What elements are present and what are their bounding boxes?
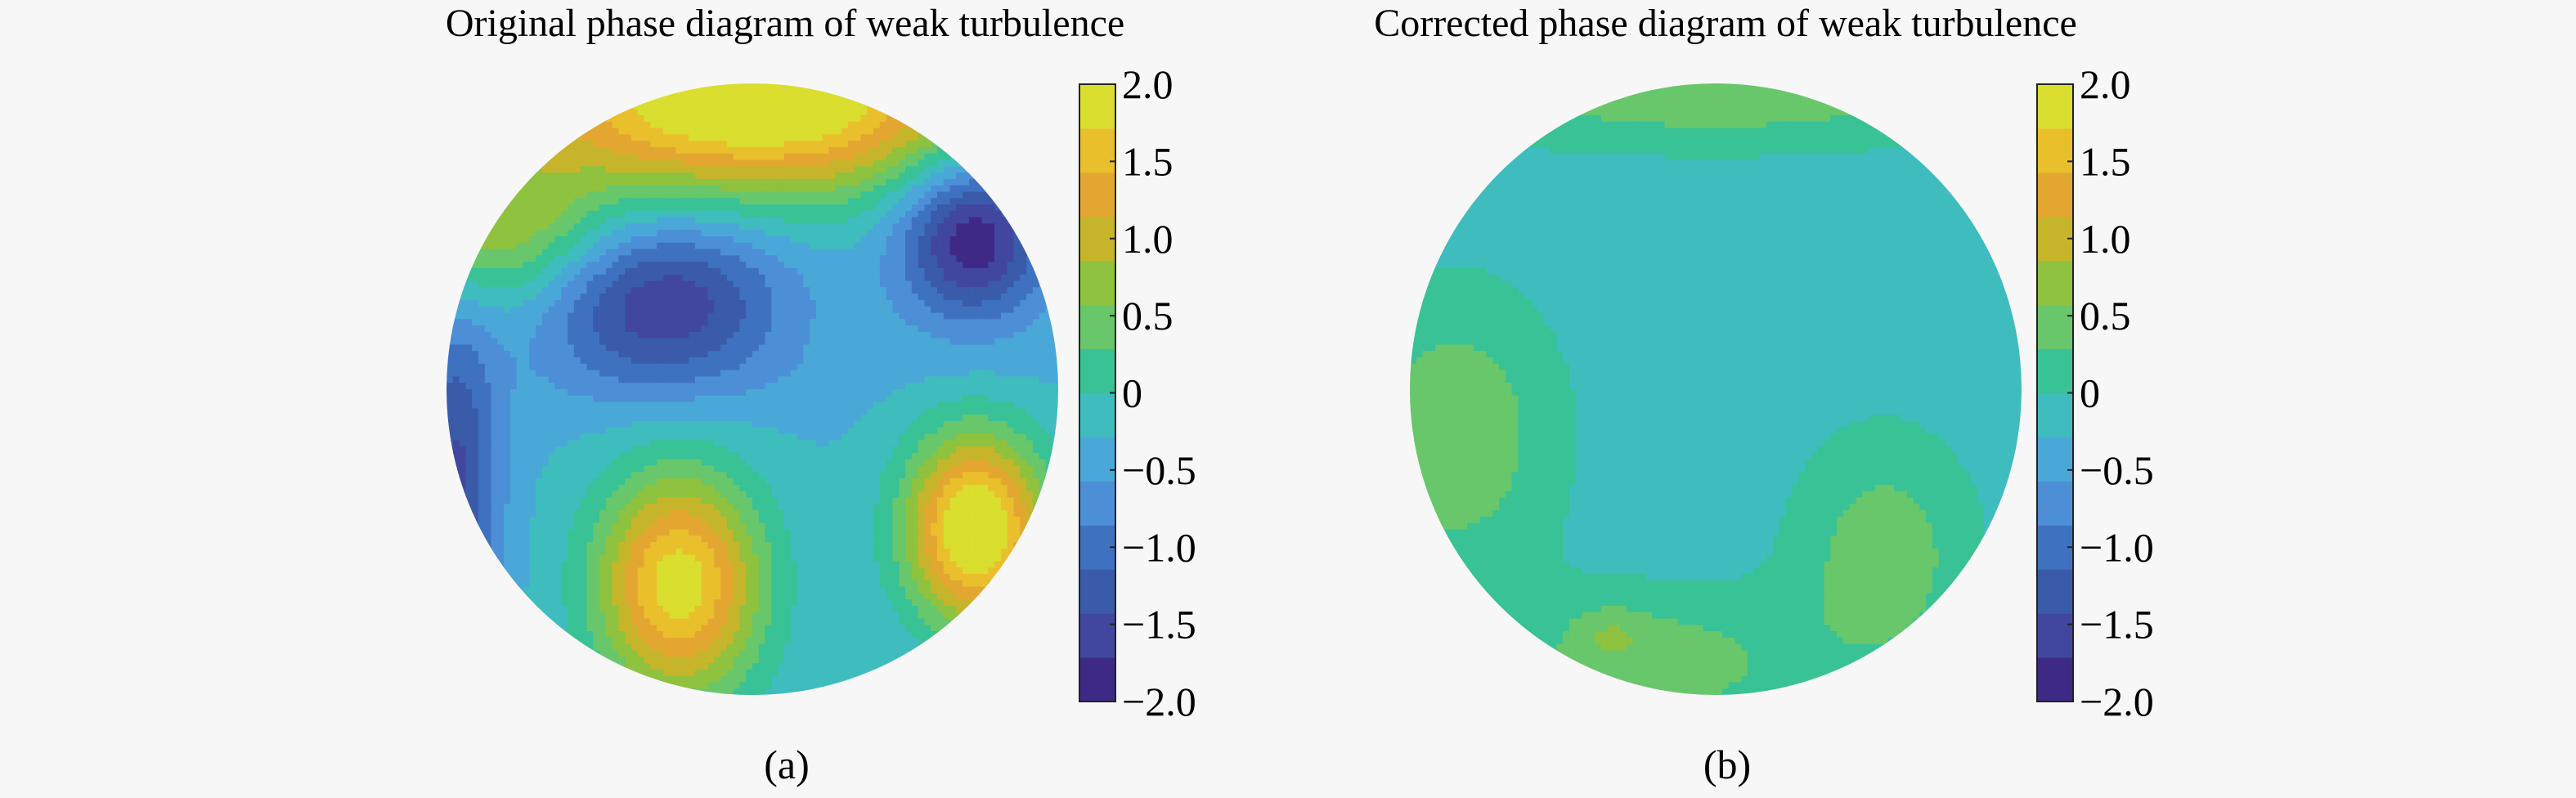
colorbar-tick-label: −1.0 — [1122, 524, 1196, 570]
phase-map-b — [1410, 83, 2022, 695]
colorbar-tick-label: −2.0 — [2080, 679, 2154, 724]
colorbar-tick-label: −2.0 — [1122, 679, 1196, 724]
colorbar-band — [2037, 216, 2073, 262]
colorbar-band — [2037, 304, 2073, 350]
colorbar-band — [1079, 84, 1115, 129]
colorbar-ticks-a: 2.0 1.5 1.0 0.5 0 −0.5 −1.0 −1.5 −2.0 — [1110, 61, 1196, 724]
colorbar-ticks-b: 2.0 1.5 1.0 0.5 0 −0.5 −1.0 −1.5 −2.0 — [2067, 61, 2154, 724]
colorbar-band — [2037, 128, 2073, 173]
colorbar-tick-label: −1.5 — [2080, 602, 2154, 648]
panel-b: Corrected phase diagram of weak turbulen… — [1374, 2, 2154, 787]
colorbar-tick-label: 2.0 — [1122, 61, 1174, 107]
colorbar-band — [1079, 657, 1115, 702]
colorbar-tick-label: −0.5 — [2080, 447, 2154, 493]
colorbar-band — [1079, 172, 1115, 217]
colorbar-tick-label: −1.5 — [1122, 602, 1196, 648]
colorbar-tick-label: 0.5 — [2080, 293, 2131, 338]
colorbar-tick-label: 1.5 — [1122, 138, 1174, 184]
colorbar-band — [2037, 481, 2073, 526]
caption-a: (a) — [764, 742, 810, 787]
colorbar-band — [1079, 260, 1115, 306]
chart-title-b: Corrected phase diagram of weak turbulen… — [1374, 2, 2077, 45]
colorbar-band — [1079, 613, 1115, 658]
colorbar-band — [2037, 525, 2073, 570]
panel-a: Original phase diagram of weak turbulenc… — [446, 2, 1196, 787]
colorbar-band — [1079, 392, 1115, 437]
caption-b: (b) — [1703, 742, 1751, 787]
colorbar-a — [1079, 83, 1116, 702]
phase-map-a — [447, 83, 1058, 695]
chart-title-a: Original phase diagram of weak turbulenc… — [446, 2, 1124, 45]
colorbar-band — [1079, 481, 1115, 526]
colorbar-tick-label: 1.0 — [2080, 216, 2131, 262]
colorbar-band — [2037, 613, 2073, 658]
colorbar-band — [2037, 392, 2073, 437]
colorbar-tick-label: 2.0 — [2080, 61, 2131, 107]
colorbar-band — [1079, 437, 1115, 482]
colorbar-tick-label: 0 — [1122, 370, 1142, 416]
colorbar-band — [1079, 304, 1115, 350]
colorbar-tick-label: 1.0 — [1122, 216, 1174, 262]
colorbar-band — [1079, 525, 1115, 570]
colorbar-tick-label: 0 — [2080, 370, 2100, 416]
colorbar-band — [2037, 437, 2073, 482]
colorbar-band — [2037, 657, 2073, 702]
colorbar-band — [2037, 569, 2073, 614]
colorbar-band — [2037, 348, 2073, 393]
colorbar-band — [2037, 84, 2073, 129]
colorbar-band — [1079, 569, 1115, 614]
colorbar-band — [1079, 348, 1115, 393]
colorbar-band — [1079, 216, 1115, 262]
colorbar-tick-label: 0.5 — [1122, 293, 1174, 338]
colorbar-tick-label: 1.5 — [2080, 138, 2131, 184]
colorbar-band — [1079, 128, 1115, 173]
colorbar-band — [2037, 260, 2073, 306]
colorbar-tick-label: −1.0 — [2080, 524, 2154, 570]
colorbar-tick-label: −0.5 — [1122, 447, 1196, 493]
colorbar-band — [2037, 172, 2073, 217]
